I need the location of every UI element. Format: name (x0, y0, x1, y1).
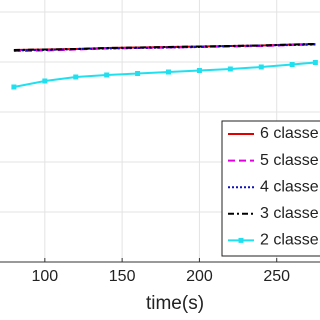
marker (11, 84, 17, 90)
marker (73, 74, 79, 80)
x-tick-label: 250 (263, 268, 290, 285)
marker (289, 62, 295, 67)
marker (42, 78, 48, 84)
legend-marker (238, 237, 244, 243)
legend-box (221, 120, 320, 257)
marker (104, 72, 110, 78)
legend-label: 5 classe (260, 152, 319, 169)
legend-label: 3 classe (260, 205, 319, 222)
marker (135, 71, 141, 76)
marker (196, 68, 202, 73)
legend-label: 2 classe (260, 232, 319, 249)
x-tick-label: 150 (109, 268, 136, 285)
legend-label: 4 classe (260, 178, 319, 195)
x-tick-label: 100 (31, 268, 58, 285)
legend-label: 6 classe (260, 125, 319, 142)
marker (258, 64, 264, 70)
x-tick-label: 200 (186, 268, 213, 285)
series-line (13, 43, 316, 51)
x-axis-label: time(s) (146, 293, 204, 314)
marker (166, 69, 172, 75)
marker (312, 60, 318, 65)
marker (227, 66, 233, 72)
